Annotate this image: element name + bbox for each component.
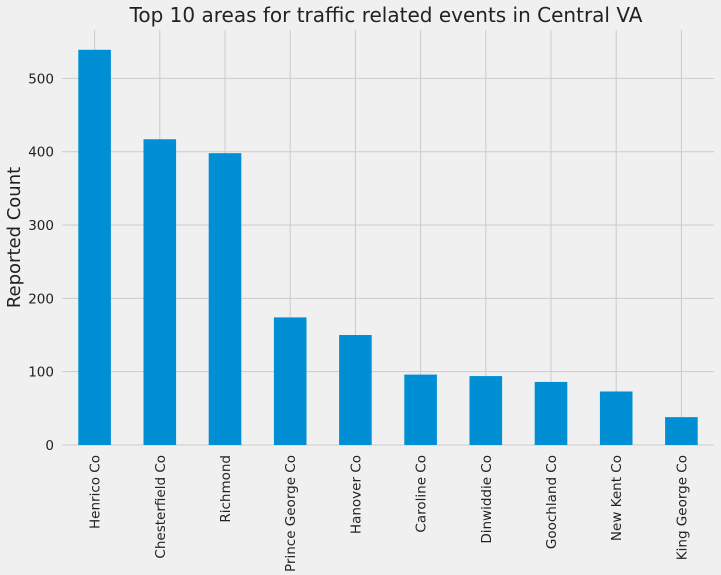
bar-dinwiddie-co (469, 376, 503, 445)
x-tick-label: New Kent Co (609, 455, 625, 541)
bar-caroline-co (404, 374, 437, 445)
x-tick-label: Prince George Co (283, 455, 299, 572)
y-tick-label: 100 (28, 365, 54, 381)
bar-richmond (208, 153, 242, 445)
y-axis-label: Reported Count (4, 167, 25, 308)
bars (78, 49, 698, 446)
y-tick-label: 500 (28, 71, 54, 87)
x-tick-label: Caroline Co (414, 455, 430, 533)
bar-hanover-co (339, 335, 372, 445)
bar-prince-george-co (273, 317, 307, 445)
x-tick-label: Dinwiddie Co (479, 455, 495, 544)
bar-chesterfield-co (143, 139, 177, 445)
x-tick-label: Hanover Co (348, 455, 364, 534)
bar-king-george-co (665, 417, 698, 445)
x-tick-label: Henrico Co (88, 455, 104, 529)
chart-title: Top 10 areas for traffic related events … (129, 3, 643, 27)
bar-henrico-co (78, 49, 111, 446)
y-tick-label: 400 (28, 145, 54, 161)
y-tick-label: 0 (45, 438, 54, 454)
bar-new-kent-co (599, 391, 633, 445)
x-axis-ticks: Henrico Co Chesterfield Co Richmond Prince … (88, 455, 691, 572)
y-axis-ticks: 0 100 200 300 400 500 (28, 71, 54, 454)
y-tick-label: 300 (28, 218, 54, 234)
x-tick-label: Goochland Co (544, 455, 560, 549)
x-tick-label: Richmond (218, 455, 234, 523)
x-tick-label: Chesterfield Co (153, 455, 169, 559)
y-tick-label: 200 (28, 291, 54, 307)
x-tick-label: King George Co (674, 455, 690, 560)
bar-goochland-co (534, 381, 568, 445)
